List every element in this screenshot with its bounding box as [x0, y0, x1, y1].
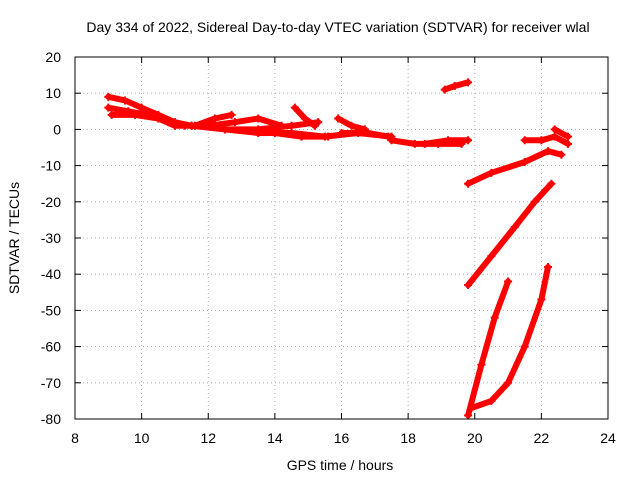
data-point: [270, 129, 279, 138]
y-tick-label: -50: [41, 302, 61, 318]
data-point: [464, 281, 473, 290]
data-point: [557, 150, 566, 159]
data-point: [387, 136, 396, 145]
series-line-track-q: [465, 278, 512, 419]
data-point: [464, 136, 473, 145]
y-axis-label: SDTVAR / TECUs: [6, 182, 22, 294]
data-point: [347, 121, 356, 130]
data-point: [504, 378, 513, 387]
data-point: [547, 179, 556, 188]
series-line-track-s: [521, 133, 571, 147]
data-point: [137, 103, 146, 112]
x-tick-label: 20: [467, 430, 483, 446]
y-tick-label: -60: [41, 339, 61, 355]
data-point: [564, 139, 573, 148]
y-tick-label: -30: [41, 230, 61, 246]
data-point: [550, 125, 559, 134]
data-point: [490, 313, 499, 322]
data-point: [337, 129, 346, 138]
data-point: [254, 114, 263, 123]
data-point: [420, 139, 429, 148]
x-tick-label: 8: [71, 430, 79, 446]
y-tick-label: 0: [53, 121, 61, 137]
y-tick-label: 20: [45, 49, 61, 65]
data-point: [520, 136, 529, 145]
y-tick-label: -10: [41, 158, 61, 174]
data-point: [277, 121, 286, 130]
y-tick-label: -80: [41, 411, 61, 427]
data-point: [364, 129, 373, 138]
data-point: [504, 277, 513, 286]
data-point: [297, 132, 306, 141]
x-tick-label: 12: [200, 430, 216, 446]
x-tick-label: 24: [600, 430, 616, 446]
data-point: [477, 360, 486, 369]
data-point: [464, 179, 473, 188]
data-point: [204, 121, 213, 130]
data-point: [104, 92, 113, 101]
data-point: [564, 132, 573, 141]
data-point: [537, 136, 546, 145]
y-tick-label: 10: [45, 85, 61, 101]
tick-layer: 8 10 12 14 16 18 20 22 24 -80 -70 -60 -50 -40 -30 -20 -1…: [41, 49, 616, 446]
data-point: [467, 404, 476, 413]
data-point: [487, 168, 496, 177]
data-point: [487, 396, 496, 405]
data-point: [324, 132, 333, 141]
data-point: [170, 121, 179, 130]
x-tick-label: 14: [267, 430, 283, 446]
data-point: [487, 252, 496, 261]
data-point: [334, 114, 343, 123]
y-tick-label: -70: [41, 375, 61, 391]
series-line-track-d: [171, 111, 235, 129]
data-point: [550, 132, 559, 141]
data-point: [230, 118, 239, 127]
data-point: [187, 121, 196, 130]
data-point: [537, 295, 546, 304]
data-point: [210, 114, 219, 123]
series-line-track-r: [468, 264, 551, 412]
series-layer: [104, 78, 573, 420]
x-tick-label: 18: [400, 430, 416, 446]
data-point: [544, 147, 553, 156]
y-tick-label: -20: [41, 194, 61, 210]
data-point: [290, 103, 299, 112]
x-axis-label: GPS time / hours: [287, 457, 394, 473]
data-point: [444, 136, 453, 145]
data-point: [104, 103, 113, 112]
data-point: [154, 114, 163, 123]
x-tick-label: 22: [534, 430, 550, 446]
data-point: [544, 262, 553, 271]
data-point: [530, 197, 539, 206]
data-point: [227, 110, 236, 119]
series-line-track-f: [205, 115, 285, 129]
chart-title: Day 334 of 2022, Sidereal Day-to-day VTE…: [86, 19, 589, 35]
data-point: [287, 121, 296, 130]
data-point: [450, 81, 459, 90]
data-point: [310, 121, 319, 130]
data-point: [220, 125, 229, 134]
data-point: [120, 96, 129, 105]
data-point: [300, 114, 309, 123]
data-point: [520, 157, 529, 166]
data-point: [464, 78, 473, 87]
y-tick-label: -40: [41, 266, 61, 282]
data-point: [464, 411, 473, 420]
x-tick-label: 10: [134, 430, 150, 446]
data-point: [520, 342, 529, 351]
data-point: [510, 223, 519, 232]
data-point: [440, 85, 449, 94]
series-line-track-c: [108, 111, 178, 129]
data-point: [107, 110, 116, 119]
series-line-track-t: [551, 126, 571, 140]
data-point: [254, 129, 263, 138]
data-point: [130, 110, 139, 119]
x-tick-label: 16: [334, 430, 350, 446]
data-point: [410, 139, 419, 148]
